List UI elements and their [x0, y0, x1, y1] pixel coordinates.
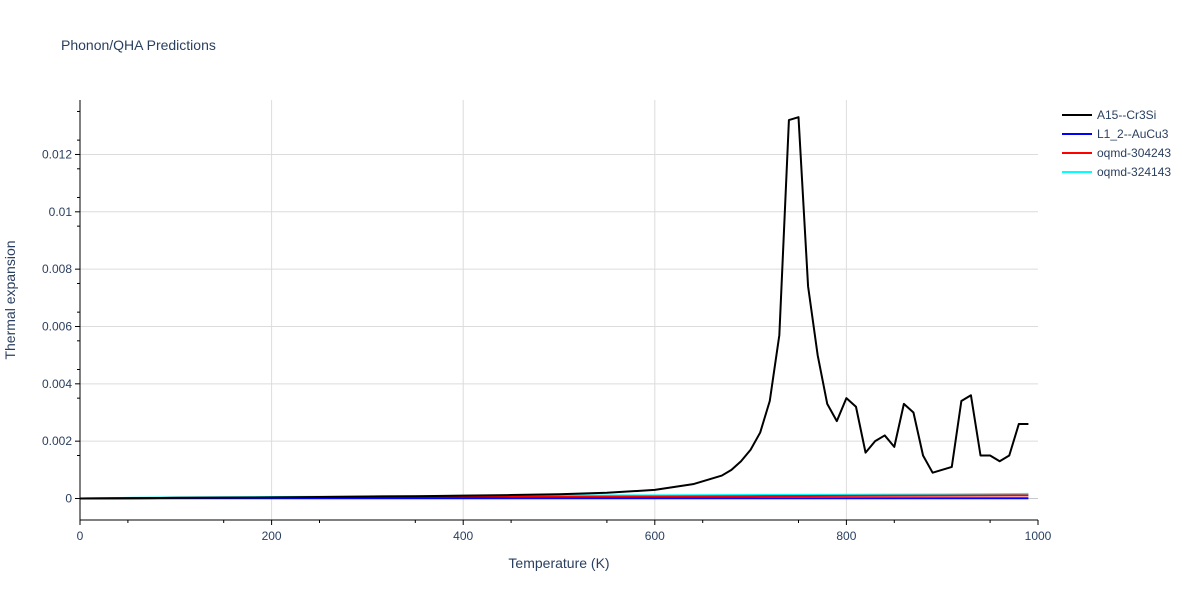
x-tick-label: 600: [645, 529, 665, 543]
series-line-1: [79, 116, 1029, 500]
axis-layer: 0 200 400 600 800 1000 0 0.002 0.004 0.006 0.008 0.…: [42, 100, 1052, 543]
y-tick-label: 0.002: [42, 434, 72, 448]
y-axis-title: Thermal expansion: [2, 240, 18, 359]
y-tick-label: 0.01: [49, 205, 73, 219]
legend-label: oqmd-304243: [1097, 146, 1171, 160]
x-tick-label: 800: [836, 529, 856, 543]
legend: A15--Cr3Si L1_2--AuCu3 oqmd-304243 oqmd-324…: [1062, 108, 1171, 179]
y-tick-label: 0.008: [42, 262, 72, 276]
x-tick-label: 1000: [1025, 529, 1052, 543]
grid-layer: [80, 100, 1038, 520]
x-axis-title: Temperature (K): [508, 555, 609, 571]
y-tick-label: 0.006: [42, 319, 72, 333]
chart-title: Phonon/QHA Predictions: [61, 37, 216, 53]
x-tick-label: 0: [77, 529, 84, 543]
y-tick-label: 0.004: [42, 377, 72, 391]
legend-label: A15--Cr3Si: [1097, 108, 1156, 122]
legend-label: L1_2--AuCu3: [1097, 127, 1169, 141]
x-tick-label: 200: [262, 529, 282, 543]
y-tick-label: 0: [65, 491, 72, 505]
legend-label: oqmd-324143: [1097, 165, 1171, 179]
y-tick-label: 0.012: [42, 147, 72, 161]
x-tick-label: 400: [453, 529, 473, 543]
series-layer: [79, 116, 1029, 500]
